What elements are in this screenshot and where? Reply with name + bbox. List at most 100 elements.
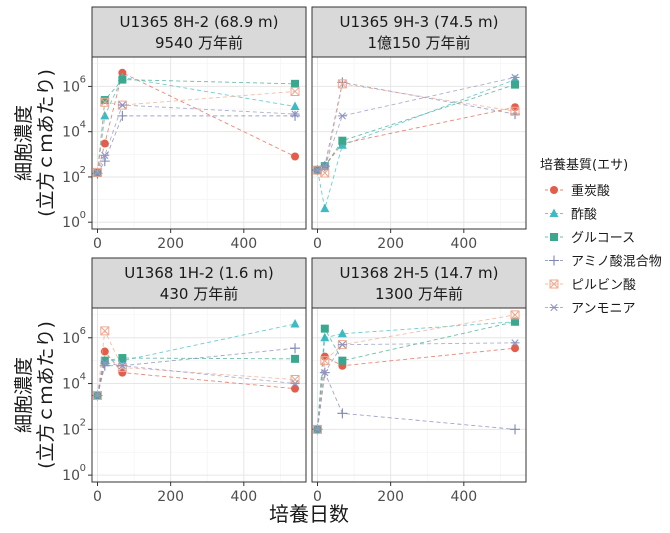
data-point [100, 151, 110, 159]
data-point [337, 77, 348, 88]
x-tick-label: 200 [377, 489, 404, 505]
y-tick-label-base: 10 [62, 331, 80, 347]
facet-strip [91, 6, 307, 58]
series-line [317, 76, 516, 171]
data-point [100, 96, 109, 105]
x-axis-title: 培養日数 [269, 502, 349, 526]
legend-entry: アンモニア [545, 302, 635, 317]
y-tick-label-base: 10 [62, 79, 80, 95]
series-line [317, 342, 516, 430]
data-point [320, 324, 329, 333]
legend-label: 酢酸 [571, 208, 597, 223]
facet-strip-line1: U1365 9H-3 (74.5 m) [340, 13, 499, 31]
data-point [291, 79, 300, 88]
x-tick-label: 0 [313, 489, 322, 505]
data-point [290, 379, 300, 388]
y-tick-label-base: 10 [62, 422, 80, 438]
data-point [290, 318, 300, 328]
series-asterisk [92, 359, 300, 400]
data-point [291, 384, 300, 393]
series-asterisk [312, 73, 520, 174]
grid-lines [312, 57, 526, 229]
data-point [320, 369, 330, 377]
panel-border [311, 307, 527, 483]
legend-entry: 酢酸 [545, 208, 597, 223]
series-line [317, 106, 516, 171]
y-axis-title-line2: (立方ｃｍあたり) [35, 321, 57, 469]
y-axis-title-line2: (立方ｃｍあたり) [35, 69, 57, 217]
data-point [312, 166, 322, 174]
legend-key-marker [549, 303, 559, 312]
y-tick-label-base: 10 [62, 215, 80, 231]
data-point [291, 152, 300, 161]
y-tick-label-exponent: 6 [80, 326, 86, 337]
facet-strip [91, 257, 307, 309]
legend-entry: 重炭酸 [545, 183, 610, 199]
data-point [337, 79, 347, 89]
facet-strip [311, 6, 527, 58]
y-tick-label-exponent: 6 [80, 74, 86, 85]
data-point [290, 343, 301, 354]
data-point [290, 101, 300, 110]
data-point [338, 136, 347, 145]
y-tick-label-base: 10 [62, 377, 80, 393]
data-point [99, 156, 110, 167]
panel-border [91, 56, 307, 230]
data-point [100, 359, 110, 367]
series-line [317, 84, 516, 171]
data-point [510, 339, 520, 347]
data-point [320, 162, 330, 170]
legend-entry: アミノ酸混合物 [545, 255, 662, 270]
y-tick-label-exponent: 4 [80, 372, 86, 383]
data-point [290, 86, 300, 96]
y-tick-label-exponent: 2 [80, 165, 86, 176]
series-line [97, 350, 296, 396]
y-axis-title-row-1: 細胞濃度 (立方ｃｍあたり) [13, 69, 57, 217]
series-asterisk [312, 339, 520, 433]
facet-strip-line1: U1368 1H-2 (1.6 m) [124, 264, 273, 282]
facet-strip-line2: 9540 万年前 [155, 34, 243, 52]
grid-lines [312, 308, 526, 482]
data-point [118, 75, 127, 84]
y-tick-label-base: 10 [62, 468, 80, 484]
plot-background [92, 308, 306, 482]
legend-label: アミノ酸混合物 [571, 255, 662, 270]
data-point [100, 347, 109, 356]
data-point [118, 368, 127, 377]
panel-2: U1365 9H-3 (74.5 m) 1億150 万年前 0 200 400 [311, 6, 527, 252]
facet-strip-line2: 1億150 万年前 [368, 34, 471, 52]
x-tick-label: 200 [377, 236, 404, 252]
data-point [100, 97, 110, 107]
panel-4: U1368 2H-5 (14.7 m) 1300 万年前 0 200 400 [311, 257, 527, 505]
legend-key-marker [550, 186, 558, 194]
data-point [290, 110, 301, 121]
data-point [118, 354, 127, 363]
facet-strip [311, 257, 527, 309]
data-point [117, 101, 127, 109]
y-axis-title-row-2: 細胞濃度 (立方ｃｍあたり) [13, 321, 57, 469]
data-point [92, 169, 102, 177]
x-tick-label: 400 [230, 236, 257, 252]
data-point [117, 110, 128, 121]
data-point [511, 344, 520, 353]
data-point [320, 168, 330, 178]
data-point [337, 341, 347, 349]
data-point [510, 310, 520, 320]
plot-background [312, 308, 526, 482]
x-tick-label: 0 [93, 236, 102, 252]
series-line [317, 314, 516, 430]
series-line [317, 81, 516, 171]
data-point [511, 317, 520, 326]
data-point [312, 425, 322, 433]
data-point [92, 391, 102, 400]
series-line [97, 115, 296, 174]
panel-border [311, 56, 527, 230]
series-line [97, 90, 296, 173]
data-point [291, 354, 300, 363]
data-point [100, 356, 109, 365]
data-point [510, 424, 521, 435]
